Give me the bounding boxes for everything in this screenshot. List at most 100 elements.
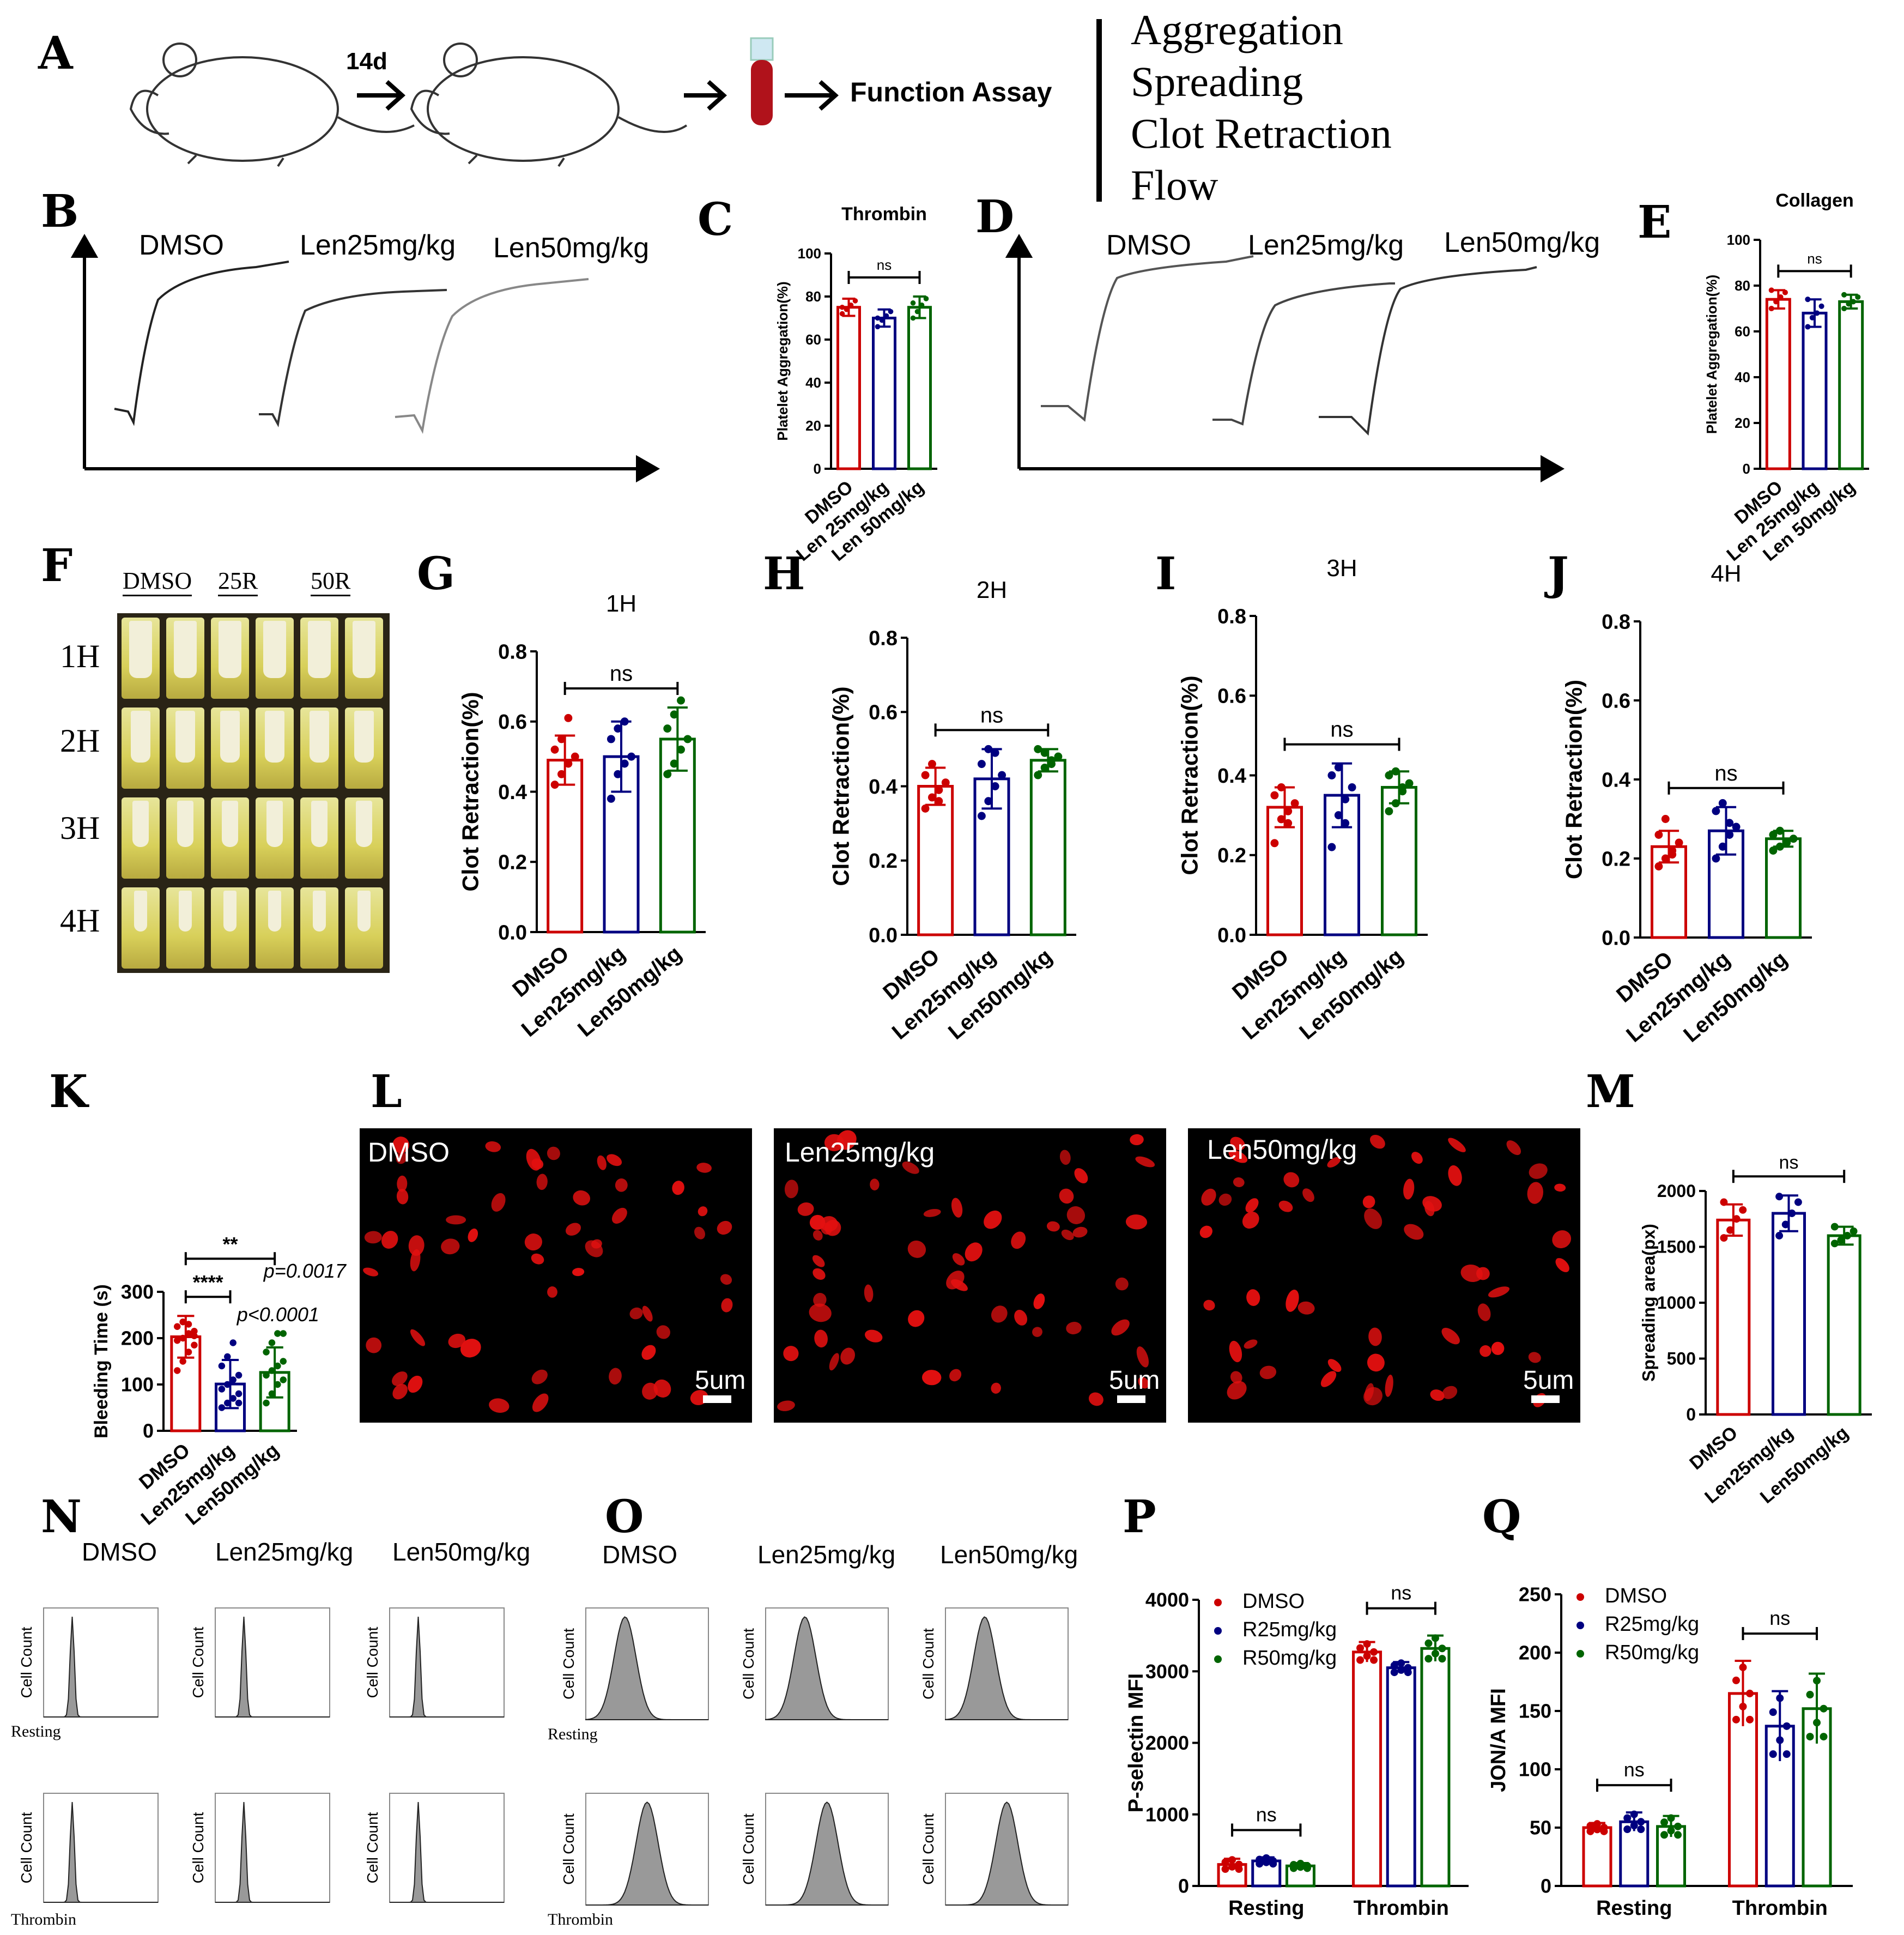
- y-tick-label: 0.8: [869, 627, 898, 650]
- data-point: [1047, 760, 1056, 769]
- platelet-cell: [1244, 1339, 1258, 1349]
- flow-row-label-thrombin: Thrombin: [548, 1910, 613, 1928]
- data-point: [1773, 299, 1779, 305]
- clot: [179, 891, 192, 932]
- data-point: [614, 724, 622, 733]
- platelet-cell: [1488, 1286, 1510, 1298]
- platelet-cell: [1218, 1193, 1232, 1206]
- clot: [219, 621, 241, 678]
- clot-tube: [166, 618, 204, 699]
- data-point: [1806, 1733, 1814, 1741]
- bar: [1352, 1650, 1382, 1888]
- bar: [872, 317, 896, 470]
- bar: [1285, 1864, 1315, 1888]
- platelet-cell: [1362, 1195, 1375, 1208]
- y-tick-label: 0.6: [1602, 690, 1630, 712]
- data-point: [1438, 1644, 1446, 1653]
- assay-spreading: Spreading: [1131, 58, 1303, 105]
- platelet-cell: [814, 1329, 828, 1348]
- y-tick-label: 1500: [1657, 1237, 1696, 1257]
- platelet-cell: [1479, 1345, 1491, 1357]
- data-point: [991, 748, 999, 757]
- platelet-cell: [656, 1325, 670, 1339]
- data-point: [1600, 1824, 1608, 1831]
- data-point: [557, 770, 566, 778]
- x-tick-label: Len 50mg/kg: [828, 476, 928, 565]
- platelet-cell: [1285, 1290, 1299, 1312]
- data-point: [224, 1353, 231, 1360]
- data-point: [1221, 1865, 1229, 1873]
- y-tick-label: 2000: [1657, 1181, 1696, 1201]
- data-point: [1431, 1649, 1439, 1658]
- data-point: [663, 724, 672, 733]
- platelet-cell: [446, 1215, 466, 1225]
- y-tick-label: 0.4: [1602, 769, 1630, 791]
- data-point: [1775, 1193, 1784, 1201]
- trace-label-len50: Len50mg/kg: [493, 232, 650, 264]
- platelet-cell: [366, 1337, 382, 1353]
- platelet-cell: [1448, 1165, 1462, 1186]
- data-point: [179, 1358, 186, 1365]
- y-tick-label: 0: [1541, 1875, 1551, 1897]
- x-tick-label: DMSO: [878, 944, 944, 1005]
- assay-clot-retraction: Clot Retraction: [1131, 110, 1392, 157]
- data-point: [179, 1319, 186, 1326]
- histogram-frame: [389, 1607, 505, 1718]
- platelet-cell: [1278, 1200, 1293, 1212]
- flow-header-o-len50: Len50mg/kg: [940, 1540, 1078, 1569]
- chart-title: 1H: [606, 590, 636, 617]
- bar: [1838, 300, 1864, 470]
- legend-marker: [1576, 1650, 1584, 1658]
- histogram-curve: [945, 1616, 1068, 1720]
- trace-label-len25: Len25mg/kg: [1248, 229, 1404, 261]
- data-point: [677, 745, 685, 754]
- y-axis-label: Platelet Aggregation(%): [1703, 275, 1720, 434]
- bar: [659, 737, 696, 934]
- x-group-label: Resting: [1596, 1897, 1672, 1920]
- platelet-cell: [922, 1370, 942, 1386]
- data-point: [1667, 1827, 1675, 1835]
- data-point: [1718, 799, 1727, 807]
- arrow-label-14d: 14d: [346, 48, 387, 75]
- data-point: [1054, 752, 1063, 761]
- bar: [1708, 829, 1744, 939]
- y-tick-label: 1000: [1657, 1293, 1696, 1313]
- y-tick-label: 20: [805, 418, 821, 434]
- clot-tube: [211, 887, 249, 969]
- data-point: [1034, 745, 1042, 753]
- y-tick-label: 200: [1519, 1642, 1551, 1664]
- x-tick-label: Len50mg/kg: [1295, 944, 1408, 1044]
- data-point: [179, 1334, 186, 1342]
- y-axis-label: Clot Retraction(%): [1561, 680, 1587, 879]
- platelet-cell: [531, 1253, 544, 1265]
- legend-label: R50mg/kg: [1242, 1647, 1337, 1670]
- x-tick-label: Len25mg/kg: [136, 1438, 238, 1529]
- data-point: [1781, 1220, 1790, 1229]
- data-point: [1720, 1198, 1728, 1206]
- clot-tube: [122, 797, 160, 879]
- histogram-frame: [215, 1607, 330, 1718]
- y-tick-label: 150: [1519, 1700, 1551, 1722]
- clot: [310, 711, 329, 763]
- data-point: [883, 313, 889, 319]
- histogram-ylabel: Cell Count: [560, 1628, 577, 1700]
- data-point: [1404, 1664, 1412, 1672]
- data-point: [1725, 819, 1734, 827]
- data-point: [1769, 831, 1778, 839]
- data-point: [1630, 1810, 1638, 1818]
- p-value-annotation: p<0.0001: [237, 1303, 319, 1326]
- data-point: [1745, 1689, 1754, 1697]
- x-tick-label: DMSO: [1685, 1422, 1742, 1474]
- y-tick-label: 100: [1727, 232, 1750, 248]
- clot-tube: [300, 887, 338, 969]
- significance-label: ns: [1807, 250, 1822, 267]
- platelet-cell: [1072, 1226, 1088, 1238]
- x-tick-label: DMSO: [1612, 947, 1677, 1007]
- histogram-curve: [585, 1616, 708, 1720]
- platelet-cell: [951, 1198, 963, 1218]
- p-value-annotation: p=0.0017: [263, 1260, 347, 1282]
- clot: [311, 801, 328, 847]
- platelet-cell: [1283, 1172, 1300, 1188]
- y-axis-label: Bleeding Time (s): [91, 1284, 112, 1438]
- data-point: [280, 1358, 287, 1365]
